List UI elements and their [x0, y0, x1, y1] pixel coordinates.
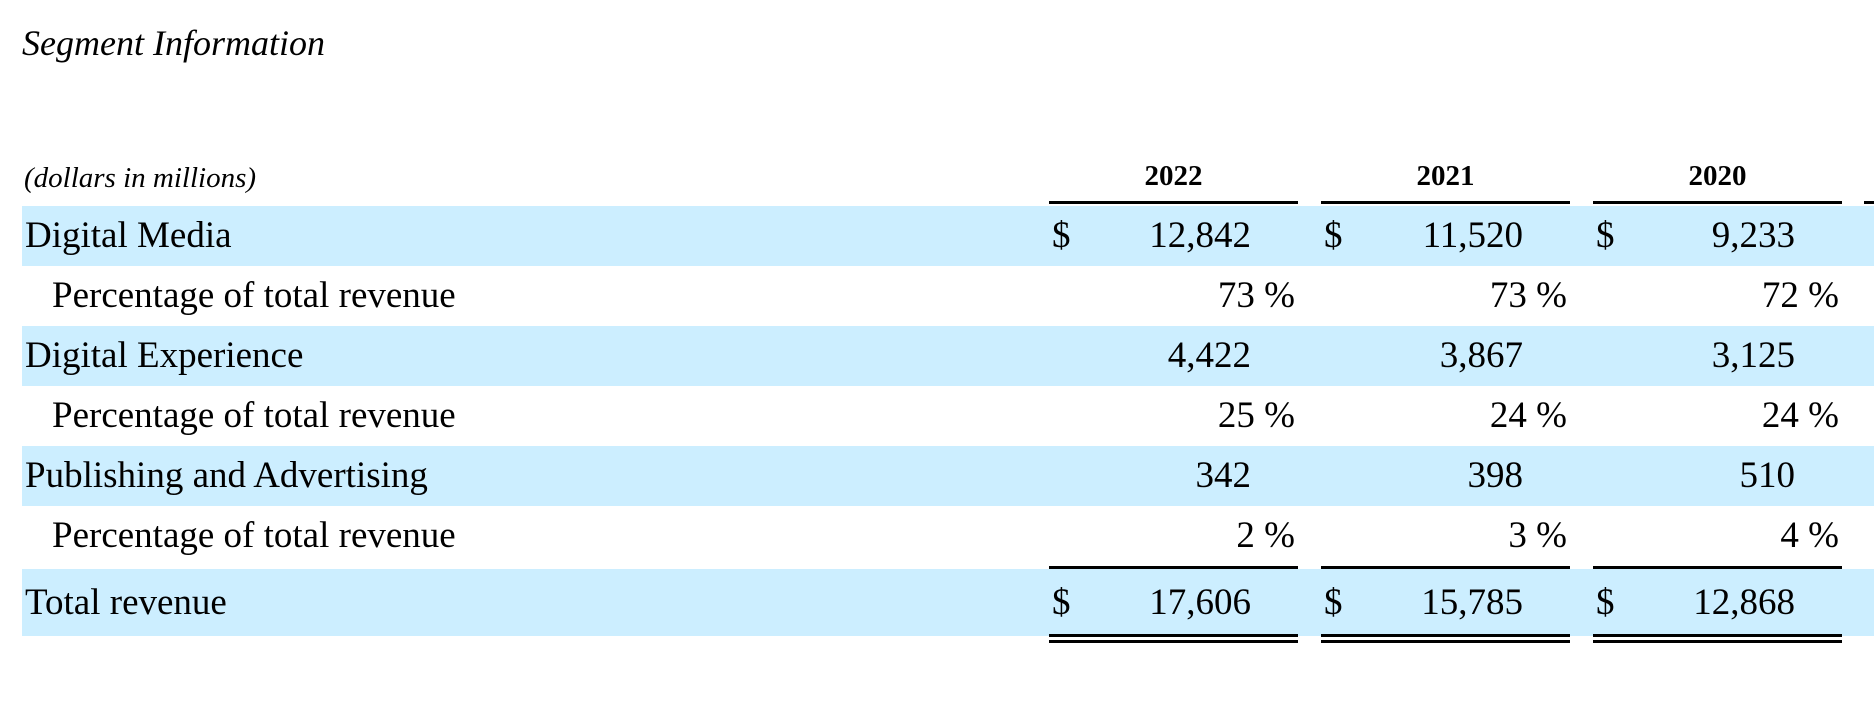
column-header: 2020: [1688, 160, 1747, 192]
currency-symbol: $: [1052, 581, 1071, 623]
currency-symbol: $: [1324, 581, 1343, 623]
total-rule: [1049, 566, 1298, 569]
row-band: [22, 326, 1874, 386]
row-label: Publishing and Advertising: [25, 455, 428, 496]
percent-cell: 73 %: [1217, 275, 1295, 316]
row-label: Percentage of total revenue: [52, 515, 456, 556]
currency-symbol: $: [1596, 215, 1615, 256]
unit-note: (dollars in millions): [24, 162, 257, 194]
value-cell: 17,606: [1149, 581, 1251, 623]
header-rule: [1593, 201, 1842, 204]
double-rule: [1321, 634, 1570, 637]
currency-symbol: $: [1324, 215, 1343, 256]
column-header: 2022: [1144, 160, 1203, 192]
percent-cell: 4 %: [1780, 515, 1839, 556]
currency-symbol: $: [1596, 581, 1615, 623]
value-cell: 342: [1195, 455, 1252, 496]
double-rule: [1593, 640, 1842, 643]
row-label: Digital Media: [25, 215, 232, 256]
total-rule: [1321, 566, 1570, 569]
value-cell: 12,842: [1149, 215, 1251, 256]
value-cell: 12,868: [1693, 581, 1795, 623]
percent-cell: 72 %: [1761, 275, 1839, 316]
total-rule: [1593, 566, 1842, 569]
value-cell: 4,422: [1167, 335, 1251, 376]
percent-cell: 2 %: [1236, 515, 1295, 556]
column-header: 2021: [1416, 160, 1475, 192]
value-cell: 398: [1467, 455, 1524, 496]
double-rule: [1049, 634, 1298, 637]
header-rule: [1864, 201, 1874, 204]
title: Segment Information: [22, 23, 325, 63]
row-label: Percentage of total revenue: [52, 275, 456, 316]
row-label: Digital Experience: [25, 335, 304, 376]
percent-cell: 24 %: [1489, 395, 1567, 436]
row-band: [22, 569, 1874, 636]
value-cell: 3,125: [1711, 335, 1795, 376]
percent-cell: 25 %: [1217, 395, 1295, 436]
double-rule: [1049, 640, 1298, 643]
row-label: Total revenue: [25, 581, 227, 623]
percent-cell: 73 %: [1489, 275, 1567, 316]
row-band: [22, 446, 1874, 506]
value-cell: 15,785: [1421, 581, 1523, 623]
value-cell: 3,867: [1439, 335, 1523, 376]
header-rule: [1049, 201, 1298, 204]
value-cell: 11,520: [1422, 215, 1523, 256]
currency-symbol: $: [1052, 215, 1071, 256]
double-rule: [1593, 634, 1842, 637]
percent-cell: 24 %: [1761, 395, 1839, 436]
header-rule: [1321, 201, 1570, 204]
row-band: [22, 206, 1874, 266]
row-label: Percentage of total revenue: [52, 395, 456, 436]
percent-cell: 3 %: [1508, 515, 1567, 556]
double-rule: [1321, 640, 1570, 643]
value-cell: 510: [1739, 455, 1796, 496]
value-cell: 9,233: [1711, 215, 1795, 256]
